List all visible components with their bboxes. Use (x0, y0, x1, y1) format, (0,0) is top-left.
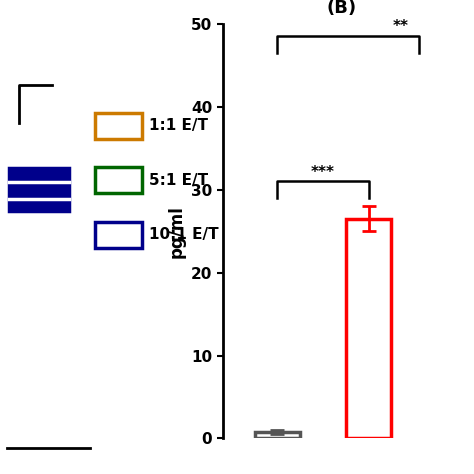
Bar (95, 222, 142, 248)
Title: (B): (B) (326, 0, 356, 17)
Bar (9, 168, 69, 211)
Text: ***: *** (311, 164, 335, 180)
Text: 1:1 E/T: 1:1 E/T (149, 118, 208, 133)
Text: 5:1 E/T: 5:1 E/T (149, 173, 209, 188)
Text: **: ** (392, 19, 409, 35)
Bar (255, 432, 300, 438)
Bar (346, 219, 392, 438)
Bar (95, 113, 142, 139)
Text: 10:1 E/T: 10:1 E/T (149, 227, 219, 242)
Bar (95, 167, 142, 193)
Y-axis label: pg/ml: pg/ml (167, 205, 185, 257)
